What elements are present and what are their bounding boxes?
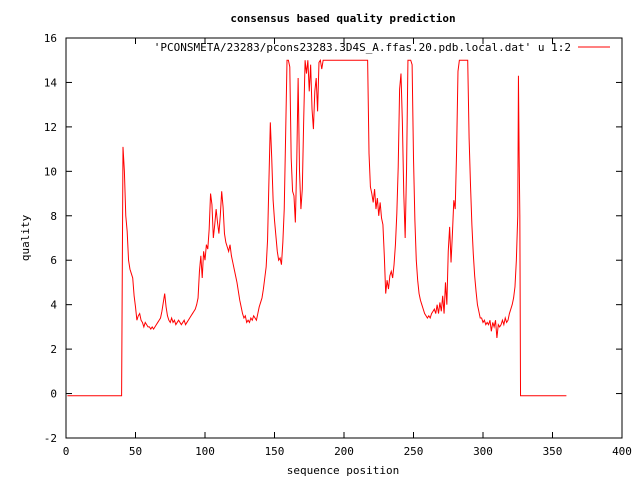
y-tick-label: 10	[44, 165, 57, 178]
legend-entry-label: 'PCONSMETA/23283/pcons23283.3D4S_A.ffas.…	[154, 41, 571, 54]
y-axis: -2 0 2 4 6 8 10 12 14 16	[44, 32, 622, 445]
x-tick-label: 400	[612, 445, 632, 458]
y-tick-label: 12	[44, 121, 57, 134]
y-tick-label: 6	[50, 254, 57, 267]
y-tick-label: -2	[44, 432, 57, 445]
x-tick-label: 250	[404, 445, 424, 458]
y-axis-label: quality	[19, 214, 32, 261]
x-tick-label: 350	[543, 445, 563, 458]
y-tick-label: 4	[50, 299, 57, 312]
series-line-quality	[67, 58, 567, 397]
y-tick-label: 2	[50, 343, 57, 356]
x-tick-label: 150	[265, 445, 285, 458]
chart-title: consensus based quality prediction	[230, 12, 455, 25]
x-tick-label: 0	[63, 445, 70, 458]
x-axis: 0 50 100 150 200 250 300 350 400	[63, 38, 632, 458]
y-tick-label: 0	[50, 388, 57, 401]
x-tick-label: 100	[195, 445, 215, 458]
y-tick-label: 14	[44, 76, 58, 89]
x-tick-label: 300	[473, 445, 493, 458]
x-tick-label: 200	[334, 445, 354, 458]
x-axis-label: sequence position	[287, 464, 400, 477]
legend: 'PCONSMETA/23283/pcons23283.3D4S_A.ffas.…	[154, 41, 610, 54]
x-tick-label: 50	[129, 445, 142, 458]
y-tick-label: 16	[44, 32, 57, 45]
y-tick-label: 8	[50, 210, 57, 223]
